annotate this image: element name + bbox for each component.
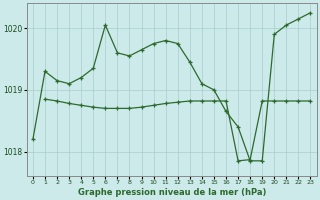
X-axis label: Graphe pression niveau de la mer (hPa): Graphe pression niveau de la mer (hPa) <box>77 188 266 197</box>
